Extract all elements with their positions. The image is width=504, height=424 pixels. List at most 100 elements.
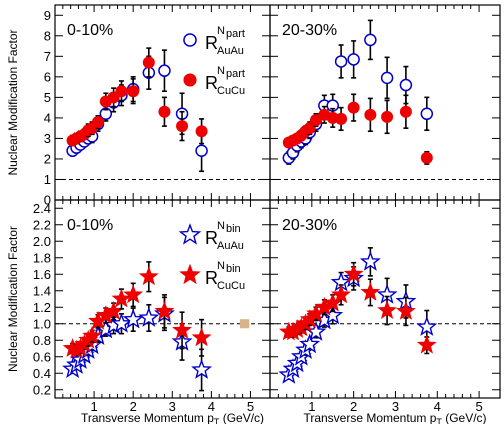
panel-bottom-left-ytick-label: 0.4 <box>33 366 51 381</box>
panel-top-left-ytick-label: 7 <box>44 49 51 64</box>
data-layer <box>62 19 438 392</box>
panel-top-right-series-1-point <box>381 110 394 123</box>
panel-top-left-series-1-point <box>195 125 208 138</box>
panel-bottom-left-series-1-point <box>123 284 144 304</box>
panel-bottom-left-ytick-label: 1.6 <box>33 267 51 282</box>
panel-bottom-left-ytick-label: 2.2 <box>33 217 51 232</box>
panel-top-right-series-1-point <box>364 108 377 121</box>
panel-top-left-legend-marker-1 <box>183 73 197 87</box>
axes-layer <box>54 4 501 399</box>
panel-top-left-series-0-point <box>158 64 171 77</box>
panel-top-left-ytick-label: 0 <box>44 193 51 208</box>
panel-bottom-left-legend-main-0: R <box>205 228 218 248</box>
panel-top-left-ytick-label: 1 <box>44 172 51 187</box>
panel-top-left-legend-supsub-0: part <box>226 28 245 40</box>
panel-bottom-right-xlabel-sub: T <box>436 417 442 424</box>
panel-top-left-ytick-label: 5 <box>44 90 51 105</box>
panel-top-left-ytick-label: 3 <box>44 131 51 146</box>
panel-bottom-left-ytick-label: 1.8 <box>33 250 51 265</box>
panel-bottom-left-xtick-label: 4 <box>208 399 215 414</box>
panel-top-left-legend-sup-0: N <box>217 25 225 37</box>
panel-top-right-series-0-point <box>334 55 348 68</box>
panel-bottom-left-series-1-point <box>82 325 103 345</box>
panel-bottom-left-xlabel: Transverse Momentum pT (GeV/c) <box>81 411 264 424</box>
panel-bottom-left-systematic-box <box>239 319 250 329</box>
panel-bottom-right-xlabel-unit: (GeV/c) <box>442 411 487 424</box>
panel-top-left-legend-main-1: R <box>205 73 218 93</box>
panel-bottom-left-xtick-label: 1 <box>90 399 97 414</box>
panel-bottom-right-series-1-point <box>331 284 351 304</box>
panel-bottom-left-ytick-label: 1.0 <box>33 316 51 331</box>
panel-bottom-left-series-1-point <box>138 266 159 286</box>
panel-top-right-centrality-label: 20-30% <box>282 22 337 39</box>
panel-bottom-left-ytick-label: 1.2 <box>33 300 51 315</box>
panel-top-left-legend-supsub-1: part <box>226 68 245 80</box>
panel-bottom-left-series-1-point <box>172 319 192 339</box>
panel-top-left-series-1-point <box>127 85 140 98</box>
panel-top-right-series-0-point <box>364 33 377 47</box>
panel-bottom-left-legend-marker-0 <box>178 223 202 245</box>
panel-bottom-left-ytick-label: 0.6 <box>33 349 51 364</box>
panel-top-left-ytick-label: 8 <box>44 28 51 43</box>
panel-bottom-left-ytick-label: 2.0 <box>33 234 51 249</box>
panel-bottom-left-series-0-point <box>191 358 213 379</box>
panel-bottom-right-xtick-label: 1 <box>308 399 315 414</box>
panel-bottom-left-legend-marker-1 <box>179 263 201 285</box>
panel-top-right-series-1-point <box>399 105 412 118</box>
panel-bottom-right-xtick-label: 3 <box>392 399 399 414</box>
panel-bottom-left-xtick-label: 3 <box>169 399 176 414</box>
panel-top-right-series-0-point <box>420 107 434 121</box>
panel-top-left-legend-main-0: R <box>205 33 218 53</box>
panel-bottom-right-series-1-point <box>416 334 437 354</box>
panel-bottom-right-series-0-point <box>359 250 381 271</box>
panel-top-left-series-0-point <box>195 144 208 157</box>
panel-bottom-left-ytick-label: 0.8 <box>33 333 51 348</box>
panel-bottom-left-xtick-label: 5 <box>247 399 254 414</box>
panel-bottom-left-ytick-label: 1.4 <box>33 283 51 298</box>
panel-bottom-right-xlabel-main: Transverse Momentum p <box>303 411 436 424</box>
panel-top-right-series-1-point <box>303 122 316 135</box>
panel-bottom-right-series-1-point <box>343 263 364 283</box>
panel-top-left-series-1-point <box>115 85 128 98</box>
panel-bottom-left-xlabel-main: Transverse Momentum p <box>81 411 214 424</box>
panel-bottom-right-xlabel: Transverse Momentum pT (GeV/c) <box>303 411 486 424</box>
panel-bottom-left-legend-sup-1: N <box>217 260 225 272</box>
panel-top-left-series-1-point <box>158 105 171 118</box>
panel-top-left-ytick-label: 2 <box>44 151 51 166</box>
panel-top-left-legend-sub-1: CuCu <box>217 85 245 97</box>
panel-bottom-left-ytick-label: 2.4 <box>33 201 51 216</box>
panel-bottom-left-xlabel-sub: T <box>214 417 220 424</box>
panel-bottom-left-xlabel-unit: (GeV/c) <box>219 411 264 424</box>
panel-top-left-centrality-label: 0-10% <box>67 22 113 39</box>
panel-bottom-right-frame <box>269 199 501 399</box>
panel-bottom-right-xtick-label: 2 <box>350 399 357 414</box>
panel-bottom-left-series-1-point <box>154 300 175 320</box>
panel-bottom-left-legend-sub-0: AuAu <box>217 240 244 252</box>
panel-bottom-right-centrality-label: 20-30% <box>282 217 337 234</box>
panel-bottom-right-series-0-point <box>299 333 321 354</box>
panel-top-left-ylabel: Nuclear Modification Factor <box>6 29 20 175</box>
panel-top-right-series-0-point <box>399 78 413 92</box>
panel-bottom-left-ylabel: Nuclear Modification Factor <box>6 226 20 372</box>
panel-bottom-left-ytick-label: 0.2 <box>33 382 51 397</box>
panel-bottom-left-legend-sub-1: CuCu <box>217 280 245 292</box>
panel-top-right-series-1-point <box>335 112 348 125</box>
panel-bottom-right-series-1-point <box>396 300 416 320</box>
panel-bottom-right-series-1-point <box>360 281 381 301</box>
panel-bottom-left-series-1-point <box>191 327 212 347</box>
panel-top-left-series-1-point <box>176 120 189 133</box>
panel-bottom-left-series-0-point <box>122 308 144 329</box>
panel-bottom-left-centrality-label: 0-10% <box>67 217 113 234</box>
panel-bottom-left-legend-sup-0: N <box>217 220 225 232</box>
panel-bottom-left-legend-supsub-1: bin <box>226 263 241 275</box>
panel-bottom-left-series-0-point <box>111 312 132 333</box>
panel-bottom-left-legend-main-1: R <box>205 268 218 288</box>
panel-bottom-right-xtick-label: 4 <box>434 399 441 414</box>
panel-bottom-left-series-1-point <box>111 288 132 308</box>
panel-bottom-left-series-0-point <box>138 306 160 327</box>
panel-bottom-left-xtick-label: 2 <box>130 399 137 414</box>
panel-top-right-series-1-point <box>420 151 433 164</box>
panel-top-left-ytick-label: 6 <box>44 69 51 84</box>
